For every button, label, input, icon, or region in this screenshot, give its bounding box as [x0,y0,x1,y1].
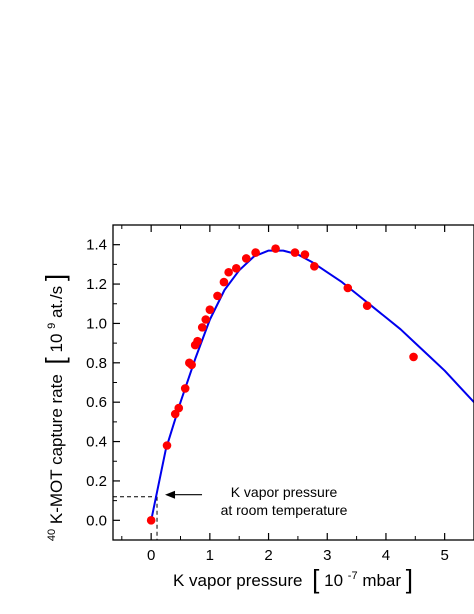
data-point-3 [174,403,184,413]
data-point-18 [271,244,280,253]
y-axis-label: 40 K-MOT capture rate [ 10 9 at./s ] [40,274,70,541]
x-axis-label-main: K vapor pressure [173,571,302,590]
fit-curve-layer [150,249,474,521]
data-point-6 [187,360,196,370]
x-axis-unit-suffix: mbar [362,571,401,590]
fit-curve [150,249,474,521]
y-axis-label-main: K-MOT capture rate [47,374,66,524]
data-point-21 [310,262,319,271]
y-axis-close-bracket: ] [40,274,70,281]
y-tick-label-6: 1.2 [86,276,107,293]
data-point-16 [241,254,251,263]
data-point-10 [201,315,211,324]
x-tick-label-0: 0 [147,547,155,564]
x-axis-unit-prefix: 10 [324,571,343,590]
data-point-14 [224,267,233,277]
y-tick-label-1: 0.2 [86,473,107,490]
y-tick-label-3: 0.6 [86,394,107,411]
x-tick-label-5: 5 [440,547,448,564]
data-point-22 [343,283,353,293]
data-point-23 [362,301,372,311]
data-point-1 [162,441,172,450]
x-axis-close-bracket: ] [406,564,413,594]
x-axis-open-bracket: [ [312,564,320,594]
x-axis-label: K vapor pressure [ 10 -7 mbar ] [173,564,413,594]
data-point-11 [205,305,215,314]
x-axis-unit-exp: -7 [348,570,358,582]
x-tick-label-2: 2 [264,547,272,564]
y-axis-iso-sup: 40 [46,529,58,541]
data-points-layer [146,244,418,525]
y-tick-label-7: 1.4 [86,237,107,254]
data-point-4 [180,384,190,393]
y-axis-open-bracket: [ [40,356,70,364]
annotation-arrow-head [165,490,176,499]
data-point-8 [193,336,202,346]
data-point-20 [300,250,310,259]
y-tick-label-4: 0.8 [86,355,107,372]
y-axis-unit-prefix: 10 [47,334,66,353]
data-point-15 [231,264,241,273]
x-tick-label-4: 4 [382,547,390,564]
data-point-0 [146,516,156,525]
y-tick-label-2: 0.4 [86,434,107,451]
data-point-19 [290,248,300,257]
y-tick-label-0: 0.0 [86,512,107,529]
y-tick-label-5: 1.0 [86,315,107,332]
y-axis-unit-suffix: at./s [47,286,66,318]
ticks-layer: 0 1 2 3 4 5 0.0 0.2 0.4 0.6 0.8 1.0 1.2 1.4 [86,224,474,564]
annotation-text-line-2: at room temperature [221,502,348,518]
annotation-text-line-1: K vapor pressure [231,484,338,500]
annotation: K vapor pressure at room temperature [165,484,348,518]
data-point-24 [409,352,418,362]
data-point-9 [197,323,207,332]
x-tick-label-1: 1 [206,547,214,564]
plot-frame [112,224,474,541]
data-point-12 [213,291,222,301]
y-axis-unit-exp: 9 [46,323,58,329]
data-point-17 [251,248,260,257]
room-temp-guides [113,496,158,540]
data-point-13 [219,277,229,287]
x-tick-label-3: 3 [323,547,331,564]
